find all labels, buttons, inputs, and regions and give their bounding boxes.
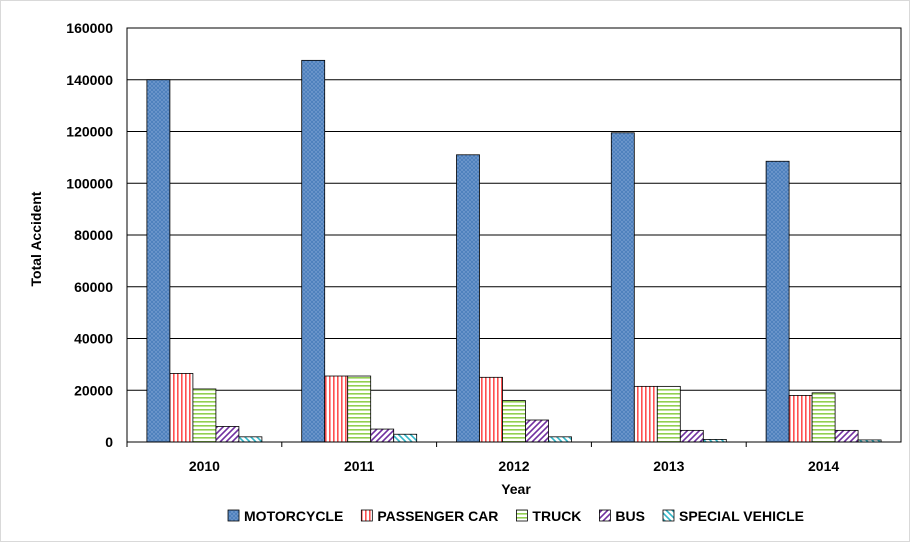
legend-swatch <box>516 509 528 522</box>
bar <box>347 375 372 443</box>
legend-swatch <box>599 509 611 522</box>
plot-area-border <box>126 27 902 443</box>
bar <box>834 429 859 443</box>
bar <box>479 376 503 443</box>
y-axis-label: Total Accident <box>28 191 44 286</box>
x-axis-label: Year <box>501 481 531 497</box>
legend-label: PASSENGER CAR <box>377 508 498 524</box>
y-tick-label: 60000 <box>74 279 113 295</box>
bar <box>525 419 549 443</box>
y-tick-label: 0 <box>105 434 113 450</box>
bar <box>610 132 635 443</box>
bars <box>146 59 882 443</box>
bar <box>811 392 836 443</box>
bar <box>656 385 681 443</box>
bar <box>238 436 263 443</box>
bar <box>633 385 658 443</box>
legend-swatch <box>227 509 240 522</box>
y-tick-label: 20000 <box>74 382 113 398</box>
legend-label: MOTORCYCLE <box>244 508 343 524</box>
bar <box>788 395 813 443</box>
legend-label: TRUCK <box>532 508 581 524</box>
bar <box>502 400 526 443</box>
legend: MOTORCYCLE PASSENGER CAR TRUCK BUS SPECIAL V… <box>227 508 804 524</box>
bar <box>215 426 240 443</box>
x-tick-label: 2014 <box>808 458 839 474</box>
bar <box>393 433 418 443</box>
y-tick-label: 100000 <box>66 175 113 191</box>
bar <box>679 429 704 443</box>
x-tick-label: 2010 <box>189 458 220 474</box>
bar <box>192 388 217 443</box>
y-tick-label: 80000 <box>74 227 113 243</box>
legend-label: SPECIAL VEHICLE <box>679 508 804 524</box>
x-tick-label: 2011 <box>344 458 375 474</box>
legend-swatch <box>360 509 373 522</box>
legend-swatch <box>662 509 675 522</box>
x-tick-label: 2013 <box>653 458 684 474</box>
y-tick-label: 140000 <box>66 72 113 88</box>
bar <box>765 160 790 443</box>
bar <box>370 428 395 443</box>
bar <box>324 375 349 443</box>
bar <box>169 373 194 443</box>
x-tick-label: 2012 <box>498 458 529 474</box>
bar <box>146 79 171 443</box>
y-tick-label: 40000 <box>74 331 113 347</box>
y-tick-label: 160000 <box>66 20 113 36</box>
y-tick-label: 120000 <box>66 124 113 140</box>
legend-label: BUS <box>615 508 645 524</box>
axes: 0 20000 40000 60000 80000 100000 120000 140000 1… <box>66 20 902 474</box>
bar <box>456 154 480 443</box>
bar <box>548 436 572 443</box>
bar <box>301 59 326 443</box>
